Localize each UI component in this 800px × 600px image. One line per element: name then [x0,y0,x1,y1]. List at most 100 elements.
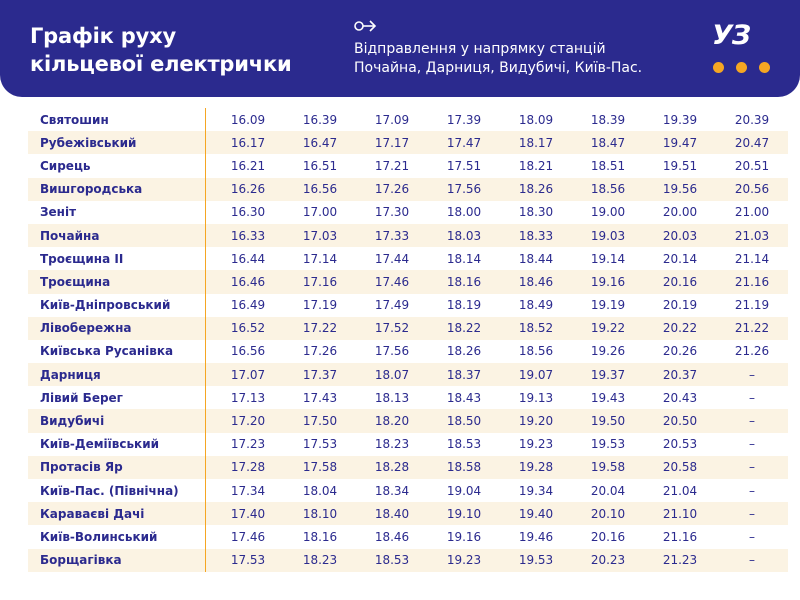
departure-time: 16.52 [205,316,284,340]
departure-time: – [716,548,788,572]
departure-time: 21.04 [662,483,698,498]
departure-time: 21.10 [644,502,716,526]
departure-time: 20.19 [662,298,698,313]
logo-dots [713,60,782,73]
departure-time: 17.07 [205,363,284,387]
departure-time: 19.43 [590,390,626,405]
departure-time: 17.47 [428,131,500,155]
departure-time: 18.14 [446,251,482,266]
departure-time: 21.14 [734,251,770,266]
departure-time: 19.23 [428,548,500,572]
departure-time: 18.07 [356,363,428,387]
table-row: Видубичі 17.20 17.50 18.20 18.50 19.20 19.50 20… [28,409,788,433]
departure-time: 20.39 [734,112,770,127]
departure-time: 19.16 [446,529,482,544]
table-row: Караваєві Дачі 17.40 18.10 18.40 19.10 19.40 2… [28,502,788,526]
departure-time: 18.56 [518,344,554,359]
uz-logo: УЗ [712,20,751,51]
departure-time: 17.34 [230,483,266,498]
table-row: Лівий Берег 17.13 17.43 18.13 18.43 19.13 19.4… [28,386,788,410]
header-banner: Графік руху кільцевої електрички Відправ… [0,0,800,97]
departure-time: 17.22 [284,316,356,340]
table-row: Святошин 16.09 16.39 17.09 17.39 18.09 18.39 19… [28,108,788,132]
departure-time: – [749,437,755,452]
departure-time: – [749,529,755,544]
departure-time: 17.56 [374,344,410,359]
departure-time: 19.07 [500,363,572,387]
table-row: Рубежівський 16.17 16.47 17.17 17.47 18.17 18.… [28,131,788,155]
departure-time: 16.30 [230,205,266,220]
departure-time: 18.17 [500,131,572,155]
departure-time: 20.37 [644,363,716,387]
departure-time: 18.53 [356,548,428,572]
departure-time: 18.10 [284,502,356,526]
station-name: Протасів Яр [28,455,206,479]
departure-time: 19.56 [644,177,716,201]
table-row: Лівобережна 16.52 17.22 17.52 18.22 18.52 19.2… [28,316,788,340]
departure-time: 19.28 [500,455,572,479]
departure-time: 18.16 [302,529,338,544]
departure-time: 17.49 [374,298,410,313]
departure-time: 19.00 [590,205,626,220]
departure-time: 19.51 [662,158,698,173]
departure-time: 17.19 [302,298,338,313]
departure-time: 17.17 [356,131,428,155]
station-name: Київ-Деміївський [28,432,206,456]
departure-time: 17.40 [205,502,284,526]
station-name: Дарниця [28,363,206,387]
departure-time: 16.39 [302,112,338,127]
departure-time: 18.56 [572,177,644,201]
departure-time: 18.28 [356,455,428,479]
departure-time: 21.00 [734,205,770,220]
departure-time: 18.22 [428,316,500,340]
departure-time: 19.47 [644,131,716,155]
table-row: Київська Русанівка 16.56 17.26 17.56 18.26 18… [28,339,788,364]
table-row: Сирець 16.21 16.51 17.21 17.51 18.21 18.51 19.5… [28,154,788,178]
station-name: Троєщина [28,270,206,294]
table-row: Вишгородська 16.26 16.56 17.26 17.56 18.26 18.… [28,177,788,201]
subtitle-line-2: Почайна, Дарниця, Видубичі, Київ-Пас. [354,60,643,76]
station-name: Лівобережна [28,316,206,340]
departure-time: 18.21 [518,158,554,173]
departure-time: 19.50 [572,409,644,433]
departure-time: 17.26 [356,177,428,201]
departure-time: 18.44 [518,251,554,266]
table-row: Зеніт 16.30 17.00 17.30 18.00 18.30 19.00 20.00… [28,200,788,224]
station-name: Святошин [28,108,206,132]
departure-time: 17.43 [302,390,338,405]
departure-time: – [749,483,755,498]
station-name: Київ-Пас. (Північна) [28,479,206,503]
departure-time: 19.03 [572,223,644,248]
departure-time: 19.58 [572,455,644,479]
departure-time: 17.52 [356,316,428,340]
departure-time: 19.23 [518,437,554,452]
departure-time: 16.46 [205,270,284,294]
station-name: Рубежівський [28,131,206,155]
title-line-1: Графік руху [30,24,176,48]
departure-time: 16.33 [205,223,284,248]
station-name: Лівий Берег [28,386,206,410]
schedule-table: Святошин 16.09 16.39 17.09 17.39 18.09 18.39 19… [28,108,789,572]
departure-time: 18.23 [284,548,356,572]
departure-time: 17.50 [284,409,356,433]
departure-time: 19.10 [428,502,500,526]
departure-time: 18.49 [518,298,554,313]
table-row: Київ-Волинський 17.46 18.16 18.46 19.16 19.46… [28,525,788,549]
departure-time: – [716,502,788,526]
table-row: Київ-Дніпровський 16.49 17.19 17.49 18.19 18.… [28,293,788,317]
departure-time: 18.19 [446,298,482,313]
departure-time: 20.50 [644,409,716,433]
departure-time: 19.37 [572,363,644,387]
departure-time: 17.46 [356,270,428,294]
departure-time: 17.16 [284,270,356,294]
departure-time: 17.20 [205,409,284,433]
departure-time: 21.22 [716,316,788,340]
departure-time: 20.16 [590,529,626,544]
departure-time: 18.23 [374,437,410,452]
departure-time: 17.56 [428,177,500,201]
station-name: Караваєві Дачі [28,502,206,526]
departure-time: 19.39 [662,112,698,127]
table-row: Київ-Деміївський 17.23 17.53 18.23 18.53 19.2… [28,432,788,456]
departure-time: 17.46 [230,529,266,544]
departure-time: 16.51 [302,158,338,173]
